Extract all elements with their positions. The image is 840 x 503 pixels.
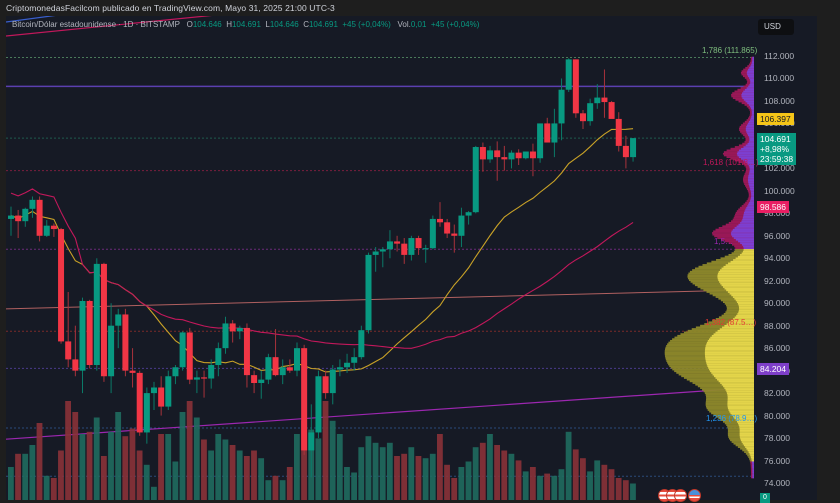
symbol-name[interactable]: Bitcoin/Dólar estadounidense · 1D · BITS… [12, 20, 180, 29]
price-axis-label: 98.000 [764, 208, 790, 219]
open-value: 104.646 [192, 20, 222, 29]
currency-button[interactable]: USD [758, 19, 794, 35]
price-axis-label: 82.000 [764, 388, 790, 399]
poc-price-tag: 84.204 [757, 363, 789, 375]
fib-label-15: 1,5… [714, 237, 734, 246]
price-axis-label: 96.000 [764, 230, 790, 241]
high-value: 104.691 [231, 20, 261, 29]
price-axis-label: 86.000 [764, 343, 790, 354]
price-axis-label: 112.000 [764, 51, 795, 61]
close-value: 104.691 [308, 20, 338, 29]
volume-value: 0,01 [410, 20, 427, 29]
low-value: 104.646 [269, 20, 299, 29]
ma-fast-price-tag: 106.397 [757, 113, 794, 125]
last-price-tag: 104.691 +8,98% 23:59:38 [757, 133, 797, 165]
price-axis-label: 108.000 [764, 95, 795, 106]
price-axis-label: 76.000 [764, 455, 790, 466]
chart-area[interactable]: Bitcoin/Dólar estadounidense · 1D · BITS… [6, 16, 817, 503]
bar-countdown: 23:59:38 [760, 154, 794, 164]
change-value: +45 (+0,04%) [342, 20, 391, 29]
price-axis-label: 74.000 [764, 478, 790, 488]
fib-label-1618: 1,618 (101.8…) [703, 158, 759, 167]
price-axis-label: 88.000 [764, 320, 790, 331]
fib-label-1786: 1,786 (111.865) [702, 46, 758, 55]
symbol-legend: Bitcoin/Dólar estadounidense · 1D · BITS… [12, 20, 480, 29]
price-axis-label: 102.000 [764, 163, 795, 174]
price-axis-label: 100.000 [764, 185, 795, 196]
publication-caption: CriptomonedasFacilcom publicado en Tradi… [6, 3, 335, 13]
price-axis-label: 78.000 [764, 433, 790, 444]
fib-label-1236: 1,236 (78.9…) [706, 414, 758, 423]
volume-price-tag: 0 [760, 493, 770, 503]
right-panel-edge [817, 16, 840, 500]
fib-label-1382: 1,382 (87.5…) [705, 318, 757, 327]
price-axis-label: 94.000 [764, 253, 790, 264]
ma-slow-price-tag: 98.586 [757, 201, 789, 213]
volume-change: +45 (+0,04%) [430, 20, 480, 29]
us-flag-icon[interactable] [688, 489, 701, 502]
price-axis-label: 80.000 [764, 410, 790, 421]
price-axis-label: 110.000 [764, 73, 795, 84]
us-flag-icon[interactable] [674, 489, 687, 502]
price-axis-label: 90.000 [764, 298, 790, 309]
candlestick-chart[interactable] [6, 16, 817, 500]
event-flags[interactable] [658, 489, 708, 502]
price-axis-label: 92.000 [764, 275, 790, 286]
